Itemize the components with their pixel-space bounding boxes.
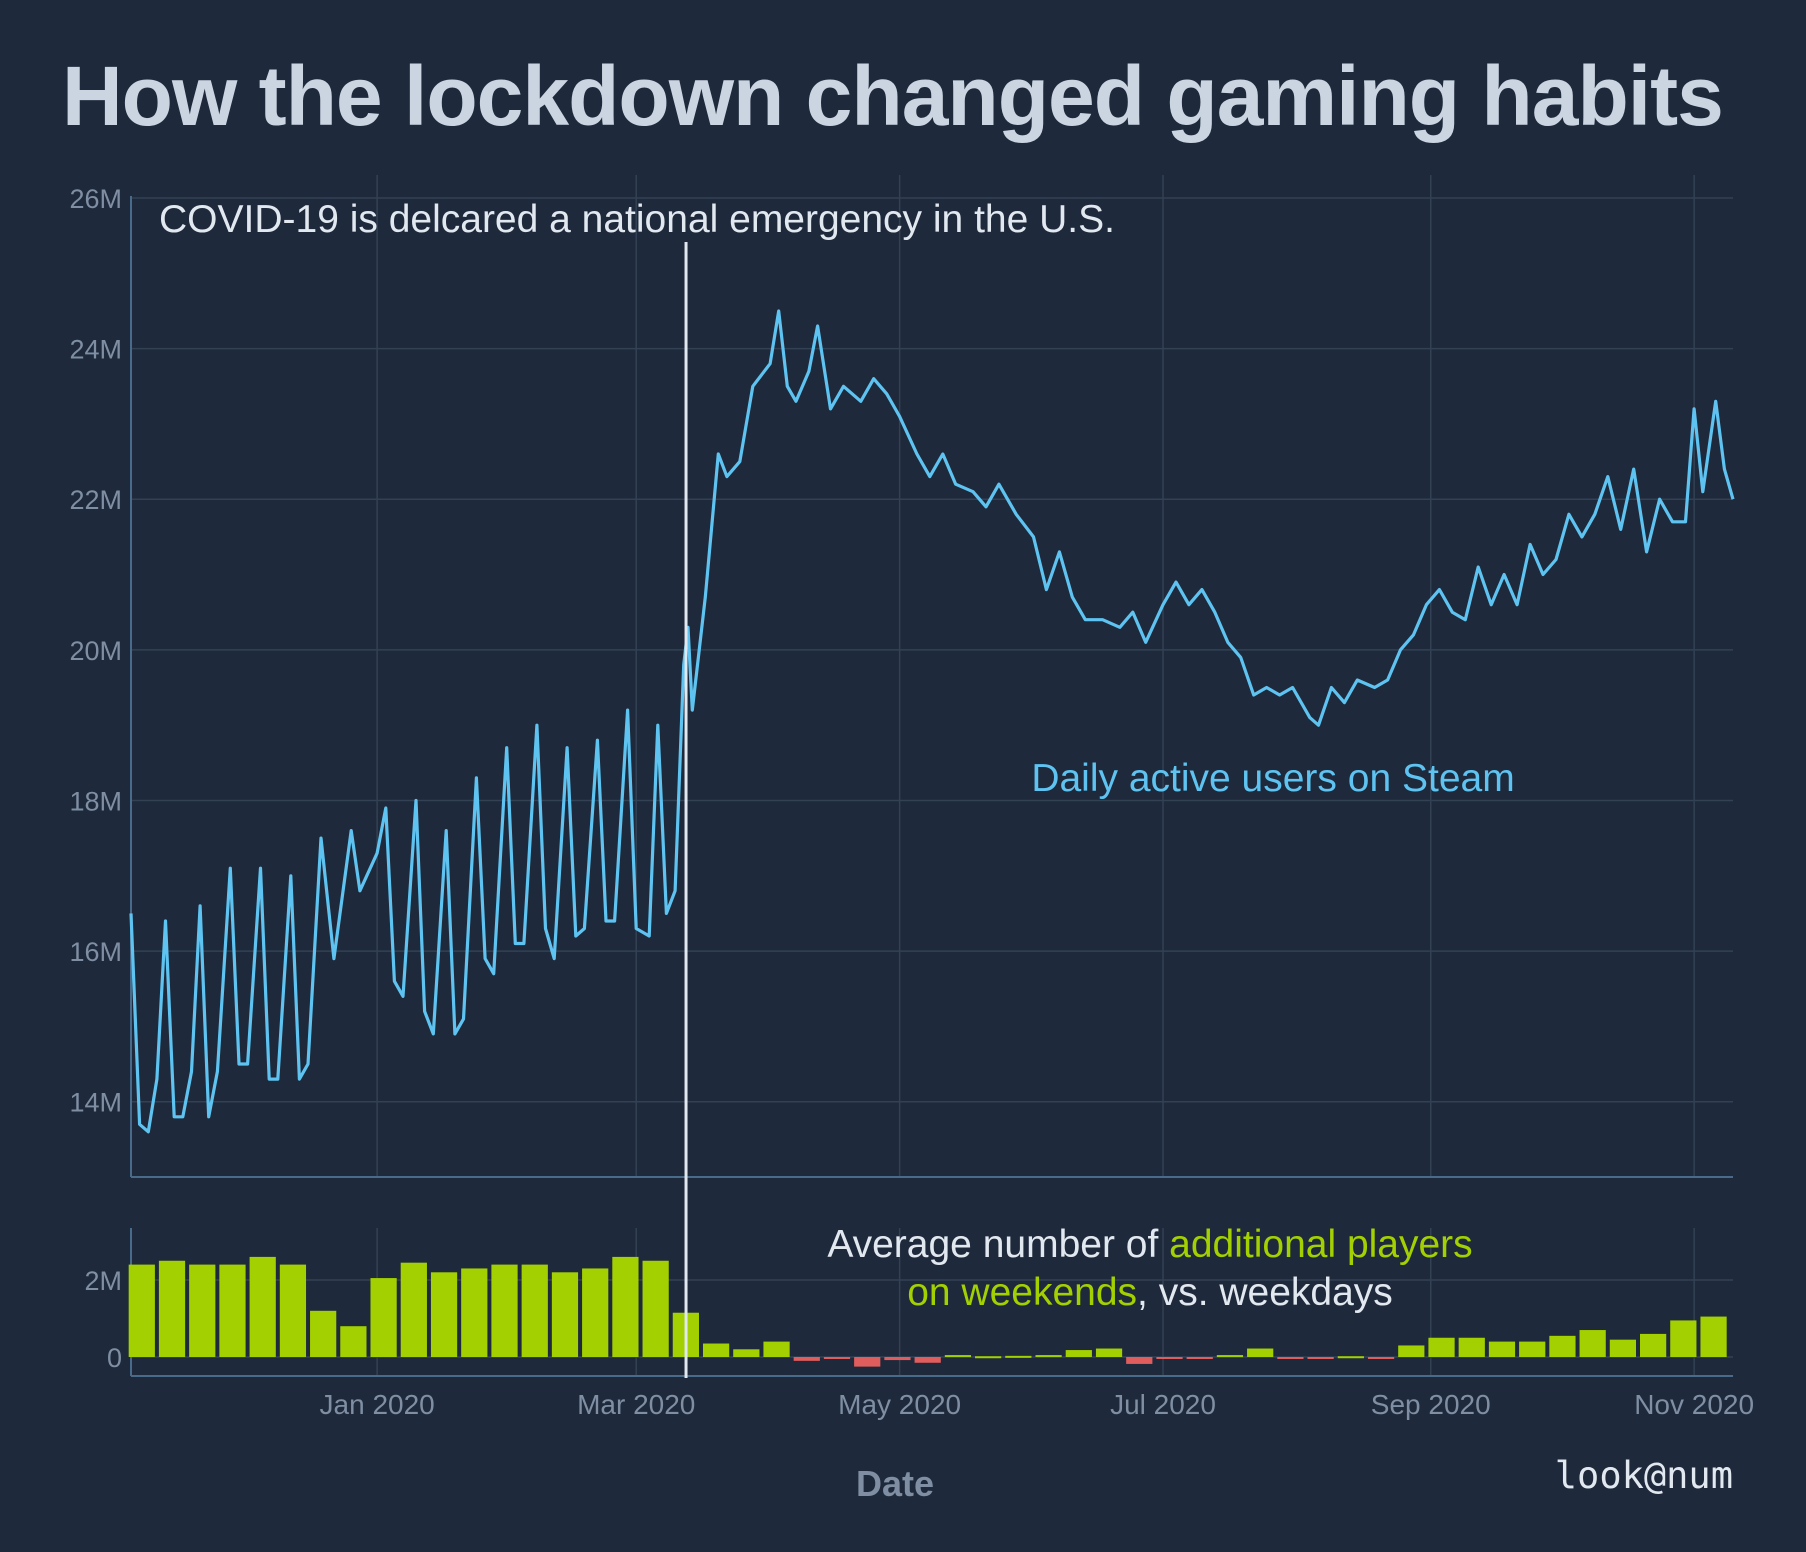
bar-annotation-line1: Average number of additional players [827, 1223, 1472, 1266]
weekly-bar [430, 1272, 458, 1357]
weekly-bar [1186, 1357, 1213, 1359]
y-tick-label: 20M [69, 636, 122, 666]
bar-y-tick-label: 2M [84, 1266, 122, 1296]
weekly-bar [1216, 1355, 1244, 1358]
annotation-text: Average number of [827, 1223, 1169, 1266]
weekly-bar [1247, 1348, 1274, 1357]
weekly-bar [944, 1355, 972, 1358]
weekly-bar [340, 1326, 367, 1357]
weekly-bar [1398, 1345, 1425, 1357]
line-layer [129, 242, 1735, 1378]
weekly-bar [1156, 1357, 1183, 1359]
weekly-bar [189, 1264, 216, 1357]
x-tick-label: Sep 2020 [1371, 1389, 1491, 1420]
weekly-bar [521, 1264, 548, 1357]
weekly-bar [1277, 1357, 1304, 1359]
weekly-bar [1428, 1337, 1455, 1357]
weekly-bar [1337, 1356, 1364, 1359]
weekly-bar [1519, 1341, 1546, 1357]
weekly-bar [1095, 1348, 1123, 1357]
weekly-bar [1005, 1355, 1032, 1358]
weekly-bar [1458, 1337, 1485, 1357]
weekly-bar [793, 1357, 820, 1361]
weekly-bar [612, 1256, 639, 1357]
y-tick-label: 14M [69, 1088, 122, 1118]
weekly-bar [733, 1349, 760, 1357]
weekly-bar [1307, 1357, 1334, 1359]
weekly-bar [219, 1264, 246, 1357]
y-tick-label: 16M [69, 937, 122, 967]
series-label: Daily active users on Steam [1031, 757, 1514, 800]
x-tick-label: Jan 2020 [320, 1389, 435, 1420]
weekly-bar [158, 1260, 186, 1357]
watermark: look@num [1554, 1454, 1733, 1497]
weekly-bar [1035, 1355, 1062, 1358]
weekly-bar [823, 1357, 851, 1359]
x-tick-label: Nov 2020 [1634, 1389, 1754, 1420]
weekly-bar [884, 1357, 911, 1361]
weekly-bar [370, 1278, 397, 1357]
weekly-bar [1640, 1333, 1667, 1357]
weekly-bar [1549, 1335, 1576, 1357]
weekly-bar [1609, 1339, 1637, 1357]
x-tick-label: Mar 2020 [577, 1389, 695, 1420]
weekly-bar [854, 1357, 881, 1367]
weekly-bar [1579, 1330, 1606, 1357]
x-tick-label: Jul 2020 [1110, 1389, 1216, 1420]
weekly-bar [702, 1343, 730, 1357]
weekly-bar [763, 1341, 790, 1357]
weekly-bar [1367, 1357, 1395, 1359]
weekly-bar [128, 1264, 155, 1357]
weekly-bar [1126, 1357, 1153, 1364]
x-tick-label: May 2020 [838, 1389, 961, 1420]
weekly-bar [1670, 1320, 1697, 1357]
weekly-bar [400, 1262, 427, 1357]
weekly-bar [582, 1268, 609, 1357]
bar-annotation-line2: on weekends, vs. weekdays [907, 1271, 1393, 1314]
y-tick-label: 18M [69, 786, 122, 816]
weekly-bar [551, 1272, 579, 1357]
annotation-highlight: additional players [1169, 1223, 1473, 1266]
weekly-bar [642, 1260, 669, 1357]
y-tick-label: 24M [69, 335, 122, 365]
y-tick-label: 26M [69, 184, 122, 214]
annotation-text: , vs. weekdays [1137, 1271, 1393, 1314]
weekly-bar [310, 1310, 337, 1357]
weekly-bar [461, 1268, 488, 1357]
weekly-bar [279, 1264, 307, 1357]
weekly-bar [491, 1264, 518, 1357]
weekly-bar [1700, 1316, 1727, 1357]
bar-y-tick-label: 0 [107, 1343, 122, 1373]
weekly-bar [1065, 1350, 1092, 1357]
label-layer: 14M 16M 18M 20M 22M 24M 26M Jan 2020 Mar 2020 May… [69, 184, 1754, 1504]
annotation-highlight: on weekends [907, 1271, 1137, 1314]
y-tick-label: 22M [69, 485, 122, 515]
weekly-bar [249, 1256, 276, 1357]
weekly-bar [975, 1356, 1002, 1359]
x-axis-label: Date [856, 1463, 934, 1504]
weekly-bar [1488, 1341, 1516, 1357]
weekly-bar [914, 1357, 941, 1363]
axis-layer [130, 196, 1733, 1377]
chart-title: How the lockdown changed gaming habits [62, 49, 1724, 143]
dau-line [129, 309, 1735, 1134]
event-annotation: COVID-19 is delcared a national emergenc… [159, 198, 1115, 241]
